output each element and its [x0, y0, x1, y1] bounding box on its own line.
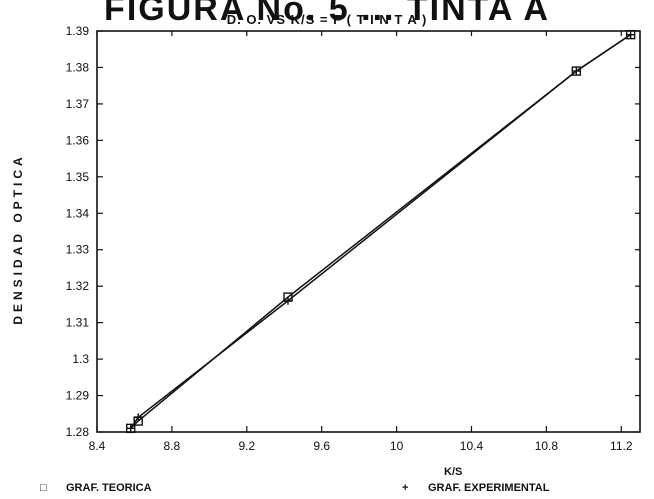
data-point-plus	[134, 413, 143, 422]
y-tick-label: 1.28	[66, 425, 90, 439]
legend-square-icon: □	[40, 482, 47, 494]
data-point-plus	[283, 296, 292, 305]
x-tick-label: 9.2	[238, 439, 255, 453]
legend-item-experimental: + GRAF. EXPERIMENTAL	[402, 482, 549, 494]
y-tick-label: 1.3	[72, 352, 89, 366]
legend-item-teorica: □ GRAF. TEORICA	[40, 482, 152, 494]
legend-plus-icon: +	[402, 482, 409, 494]
y-tick-label: 1.38	[66, 60, 90, 74]
x-tick-label: 10.8	[535, 439, 559, 453]
y-tick-label: 1.29	[66, 389, 90, 403]
page-title: FIGURA No. 5 ... TINTA A	[104, 0, 550, 28]
y-tick-label: 1.33	[66, 243, 90, 257]
data-point-plus	[126, 424, 135, 433]
series-line-teorica	[130, 34, 632, 429]
x-tick-label: 10	[390, 439, 404, 453]
plot-frame	[96, 30, 641, 433]
series-line-experimental	[130, 34, 632, 429]
x-axis-label: K/S	[444, 466, 463, 478]
x-tick-label: 8.8	[164, 439, 181, 453]
legend-label-teorica: GRAF. TEORICA	[66, 482, 152, 494]
legend-label-experimental: GRAF. EXPERIMENTAL	[428, 482, 550, 494]
y-tick-label: 1.37	[66, 97, 90, 111]
y-tick-label: 1.36	[66, 133, 90, 147]
y-tick-label: 1.34	[66, 206, 90, 220]
x-tick-label: 11.2	[610, 439, 633, 453]
data-point-plus	[572, 67, 581, 76]
data-point-plus	[626, 30, 635, 39]
y-tick-label: 1.39	[66, 24, 90, 38]
y-tick-label: 1.32	[66, 279, 90, 293]
x-tick-label: 8.4	[89, 439, 106, 453]
y-tick-label: 1.35	[66, 170, 90, 184]
x-tick-label: 10.4	[460, 439, 484, 453]
chart-title: D. O. VS K/S = F ( T I N T A )	[226, 12, 428, 27]
y-tick-label: 1.31	[66, 316, 90, 330]
x-tick-label: 9.6	[313, 439, 330, 453]
